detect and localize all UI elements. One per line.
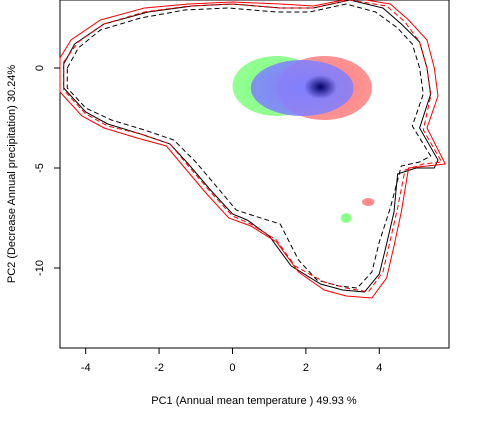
contour-black-solid — [63, 0, 439, 293]
region-blue — [250, 60, 354, 116]
niche-contours — [59, 0, 447, 299]
overlap-regions — [232, 56, 375, 223]
contour-red-dashed — [63, 0, 443, 293]
x-axis: -4 -2 0 2 4 — [81, 348, 382, 374]
contour-black-dashed — [66, 3, 432, 289]
x-tick-label: -4 — [81, 362, 91, 374]
y-axis-title: PC2 (Decrease Annual precipitation) 30.2… — [6, 65, 18, 284]
y-tick-label: -10 — [34, 260, 46, 276]
x-axis-title: PC1 (Annual mean temperature ) 49.93 % — [151, 395, 357, 407]
region-green-speck — [340, 213, 352, 223]
contour-red-solid — [59, 0, 447, 299]
x-tick-label: 0 — [229, 362, 235, 374]
y-tick-label: -5 — [34, 163, 46, 173]
plot-frame — [59, 0, 450, 349]
x-tick-label: -2 — [154, 362, 164, 374]
y-axis: 0 -5 -10 — [34, 65, 60, 276]
region-red-speck — [362, 198, 375, 206]
x-tick-label: 2 — [303, 362, 309, 374]
region-navy-core — [304, 75, 338, 99]
y-tick-label: 0 — [34, 65, 46, 71]
x-tick-label: 4 — [376, 362, 382, 374]
